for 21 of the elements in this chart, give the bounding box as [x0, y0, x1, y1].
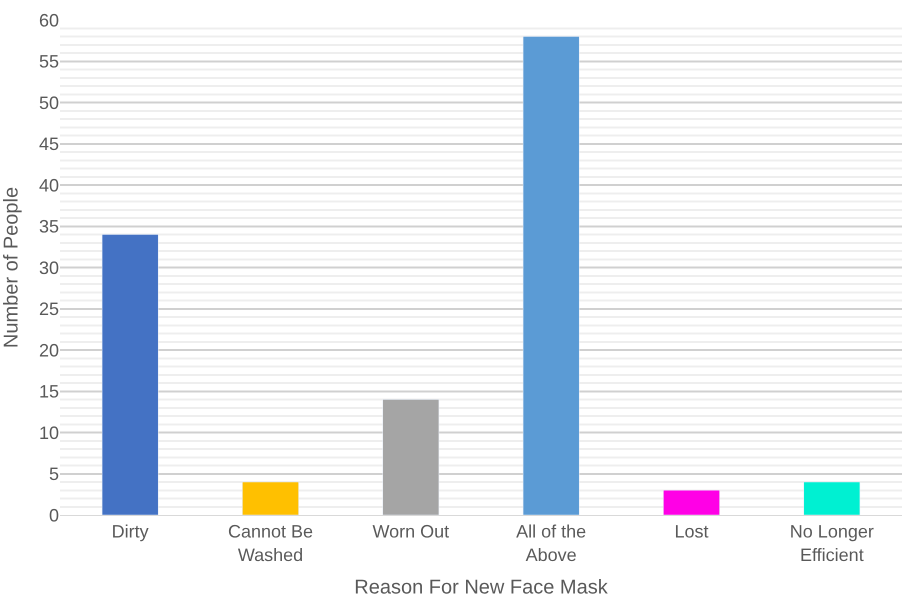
x-tick-label: Lost [674, 522, 709, 542]
y-tick-label: 60 [38, 10, 59, 30]
x-tick-label: Dirty [112, 522, 149, 542]
y-tick-label: 30 [38, 258, 59, 278]
y-tick-label: 40 [38, 175, 59, 196]
y-tick-label: 15 [38, 382, 59, 402]
y-tick-label: 45 [38, 134, 59, 154]
y-tick-label: 10 [38, 422, 59, 443]
x-tick-label: Worn Out [372, 522, 450, 542]
x-tick-label: All of the Above [516, 522, 586, 565]
x-tick-label: No Longer Efficient [790, 522, 874, 565]
y-tick-label: 20 [38, 340, 59, 360]
y-tick-label: 55 [38, 52, 59, 72]
y-tick-label: 50 [38, 92, 59, 113]
y-axis-title: Number of People [0, 186, 22, 348]
y-tick-label: 5 [48, 464, 59, 484]
y-tick-label: 25 [38, 299, 59, 320]
y-tick-label: 0 [48, 505, 59, 526]
x-axis-title: Reason For New Face Mask [354, 576, 609, 598]
x-tick-label: Cannot Be Washed [228, 522, 314, 565]
y-tick-label: 35 [38, 216, 59, 237]
